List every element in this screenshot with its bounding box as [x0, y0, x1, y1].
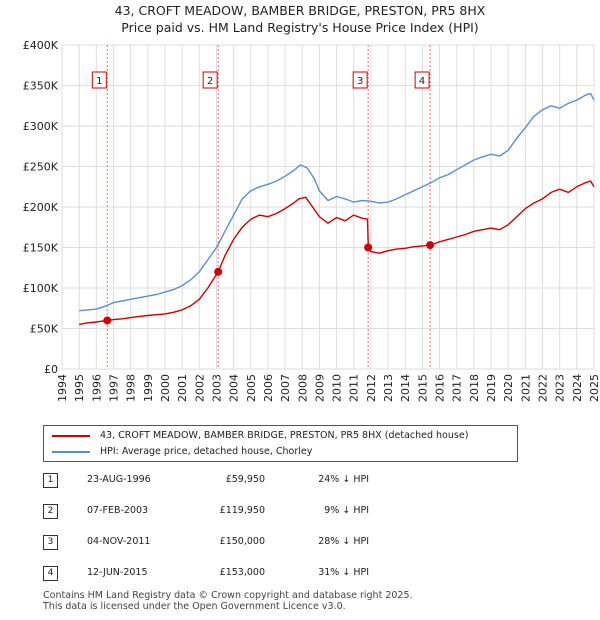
x-tick-label: 2005 — [245, 374, 258, 402]
x-tick-label: 1997 — [107, 374, 120, 402]
sale-marker-box — [414, 71, 430, 89]
footer: Contains HM Land Registry data © Crown c… — [43, 590, 413, 612]
y-tick-label: £200K — [23, 201, 59, 214]
x-tick-label: 2003 — [210, 374, 223, 402]
sale-points — [103, 241, 435, 325]
legend-label-property: 43, CROFT MEADOW, BAMBER BRIDGE, PRESTON… — [100, 430, 469, 441]
sale-hpi-diff: 24% ↓ HPI — [318, 474, 369, 485]
sale-point — [103, 316, 112, 325]
sale-number: 1 — [43, 473, 58, 488]
sale-marker-box — [352, 71, 368, 89]
series-lines — [79, 92, 595, 326]
sale-hpi-diff: 28% ↓ HPI — [318, 536, 369, 547]
chart-title: 43, CROFT MEADOW, BAMBER BRIDGE, PRESTON… — [0, 2, 600, 36]
x-tick-label: 1995 — [73, 374, 86, 402]
x-tick-label: 2017 — [451, 374, 464, 402]
x-tick-label: 2020 — [502, 374, 515, 402]
legend: 43, CROFT MEADOW, BAMBER BRIDGE, PRESTON… — [43, 425, 518, 462]
footer-copyright: Contains HM Land Registry data © Crown c… — [43, 590, 413, 601]
sale-markers: 1 2 3 4 — [91, 45, 431, 369]
y-tick-label: £250K — [23, 161, 59, 174]
sale-price: £59,950 — [225, 474, 265, 485]
y-tick-label: £150K — [23, 242, 59, 255]
x-tick-label: 2015 — [416, 374, 429, 402]
sale-row: 3 04-NOV-2011 £150,000 28% ↓ HPI — [43, 532, 563, 552]
y-tick-label: £0 — [44, 363, 58, 376]
x-tick-label: 1994 — [56, 374, 69, 402]
y-tick-label: £100K — [23, 282, 59, 295]
x-tick-label: 2011 — [348, 374, 361, 402]
y-tick-label: £350K — [23, 80, 59, 93]
series-line — [79, 92, 595, 312]
sale-point — [426, 241, 435, 250]
sale-marker-label: 2 — [207, 76, 213, 87]
series-line — [79, 180, 595, 326]
sale-date: 23-AUG-1996 — [87, 474, 151, 485]
legend-swatch-property — [52, 435, 90, 437]
sale-number: 3 — [43, 535, 58, 550]
x-tick-label: 2022 — [537, 374, 550, 402]
x-tick-label: 2014 — [399, 374, 412, 402]
sale-marker-box — [202, 71, 218, 89]
grid — [61, 44, 595, 370]
x-tick-label: 2010 — [331, 374, 344, 402]
sale-date: 04-NOV-2011 — [87, 536, 151, 547]
x-tick-label: 2023 — [554, 374, 567, 402]
legend-label-hpi: HPI: Average price, detached house, Chor… — [100, 446, 313, 457]
legend-swatch-hpi — [52, 451, 90, 453]
sale-marker-label: 4 — [419, 76, 425, 87]
x-axis: 1994 1995 1996 1997 1998 1999 2000 2001 2002 2003… — [56, 374, 600, 402]
x-tick-label: 2019 — [485, 374, 498, 402]
sale-row: 4 12-JUN-2015 £153,000 31% ↓ HPI — [43, 563, 563, 583]
y-axis: £0 £50K £100K £150K £200K £250K £300K £350K £400… — [23, 39, 59, 376]
x-tick-label: 2024 — [571, 374, 584, 402]
x-tick-label: 2000 — [159, 374, 172, 402]
x-tick-label: 2021 — [519, 374, 532, 402]
x-tick-label: 2012 — [365, 374, 378, 402]
sale-number: 4 — [43, 566, 58, 581]
x-tick-label: 2007 — [279, 374, 292, 402]
footer-licence: This data is licensed under the Open Gov… — [43, 601, 346, 612]
x-tick-label: 1996 — [90, 374, 103, 402]
sale-date: 07-FEB-2003 — [87, 505, 149, 516]
sale-marker-box — [91, 71, 107, 89]
x-tick-label: 1999 — [142, 374, 155, 402]
x-tick-label: 2009 — [313, 374, 326, 402]
title-address: 43, CROFT MEADOW, BAMBER BRIDGE, PRESTON… — [114, 3, 486, 18]
price-chart: £0 £50K £100K £150K £200K £250K £300K £350K £400… — [23, 39, 600, 402]
sale-hpi-diff: 9% ↓ HPI — [324, 505, 369, 516]
y-tick-label: £300K — [23, 120, 59, 133]
y-tick-label: £400K — [23, 39, 59, 52]
y-tick-label: £50K — [30, 323, 59, 336]
title-subtitle: Price paid vs. HM Land Registry's House … — [121, 20, 479, 35]
x-tick-label: 1998 — [125, 374, 138, 402]
x-tick-label: 2018 — [468, 374, 481, 402]
sale-price: £150,000 — [219, 536, 265, 547]
sale-price: £153,000 — [219, 567, 265, 578]
sale-point — [364, 243, 373, 252]
x-tick-label: 2008 — [296, 374, 309, 402]
x-tick-label: 2001 — [176, 374, 189, 402]
sale-hpi-diff: 31% ↓ HPI — [318, 567, 369, 578]
sale-price: £119,950 — [219, 505, 265, 516]
x-tick-label: 2006 — [262, 374, 275, 402]
sale-date: 12-JUN-2015 — [87, 567, 148, 578]
x-tick-label: 2013 — [382, 374, 395, 402]
sale-marker-label: 1 — [96, 76, 102, 87]
sale-row: 2 07-FEB-2003 £119,950 9% ↓ HPI — [43, 501, 563, 521]
sale-point — [214, 267, 223, 276]
x-tick-label: 2016 — [434, 374, 447, 402]
x-tick-label: 2004 — [228, 374, 241, 402]
sale-number: 2 — [43, 504, 58, 519]
sale-row: 1 23-AUG-1996 £59,950 24% ↓ HPI — [43, 470, 563, 490]
x-tick-label: 2002 — [193, 374, 206, 402]
x-tick-label: 2025 — [588, 374, 600, 402]
sale-marker-label: 3 — [357, 76, 363, 87]
